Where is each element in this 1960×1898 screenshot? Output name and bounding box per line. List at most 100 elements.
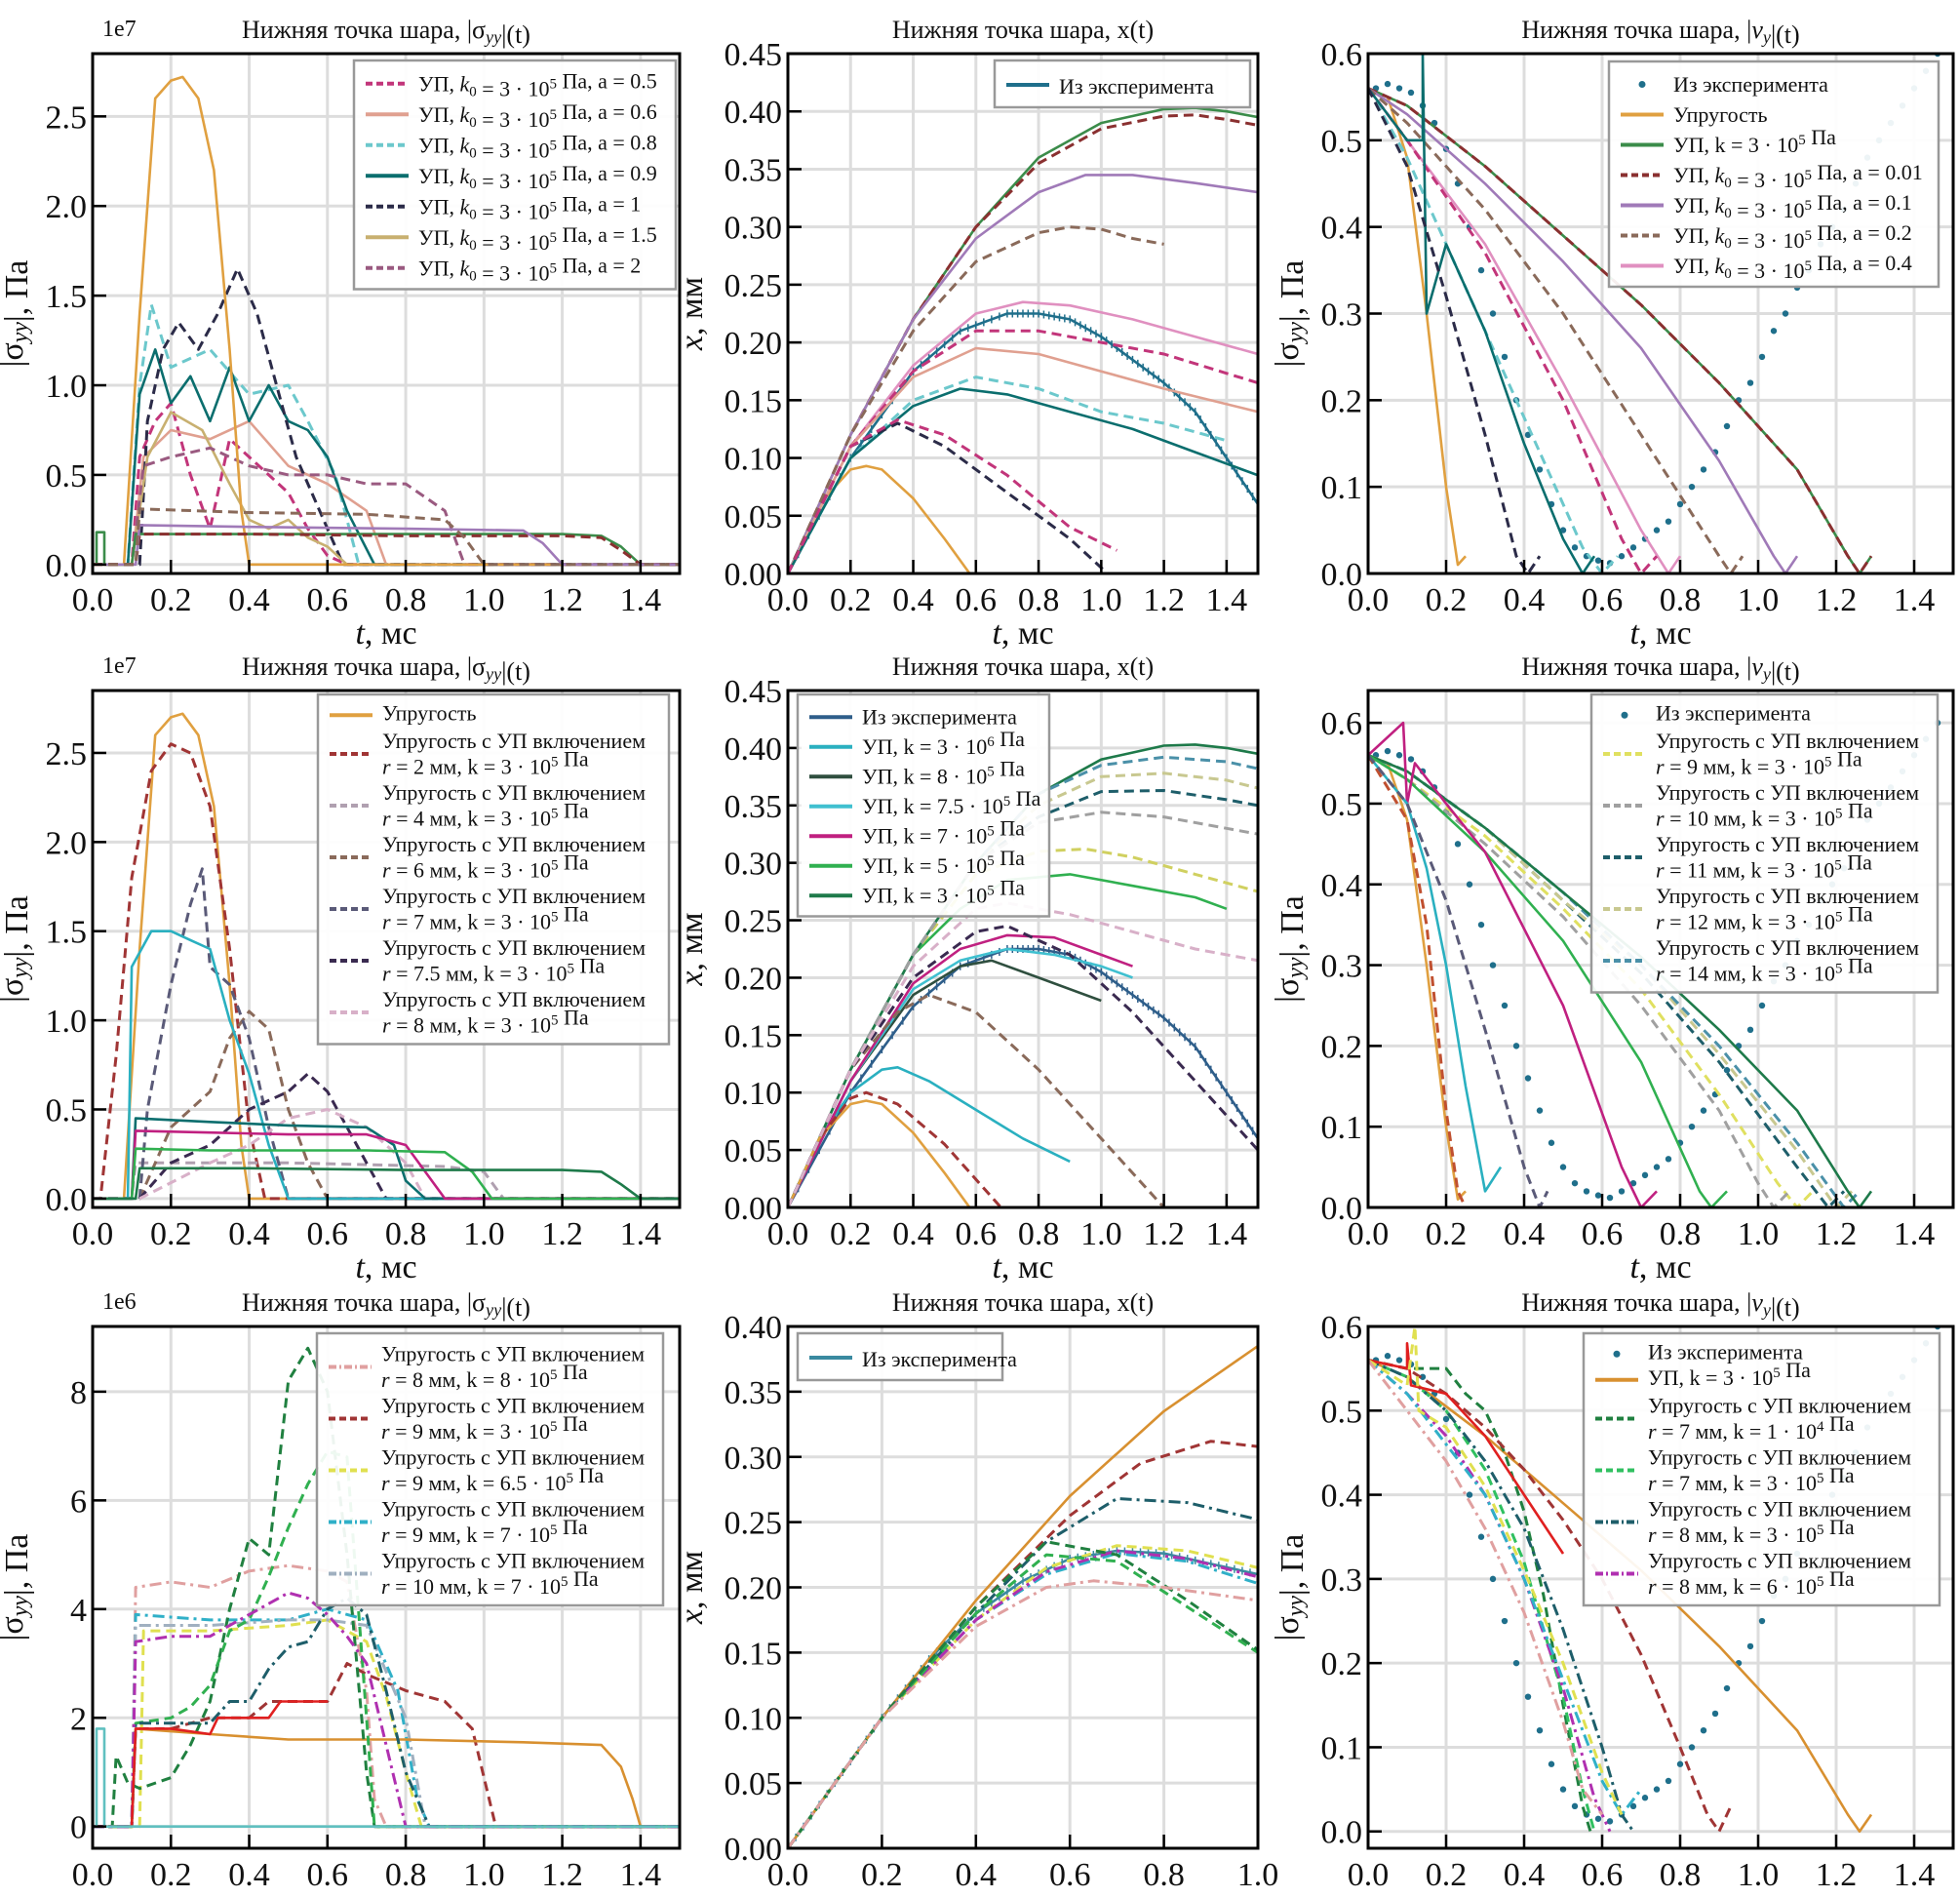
x-tick-label: 0.6 [1582, 1216, 1624, 1252]
legend-label-params: r = 7 мм, k = 1 · 104 Па [1648, 1411, 1855, 1443]
y-tick-label: 0.30 [725, 211, 783, 247]
x-tick-label: 0.0 [767, 1216, 809, 1252]
y-tick-label: 0.0 [1321, 1815, 1363, 1851]
y-axis-label: |σyy|, Па [0, 260, 35, 368]
data-point [1407, 756, 1415, 763]
legend-box [1582, 1331, 1941, 1607]
data-point [1723, 422, 1731, 430]
y-tick-label: 0.5 [46, 1092, 88, 1128]
y-tick-label: 0.5 [1321, 787, 1363, 823]
x-tick-label: 0.0 [72, 582, 114, 618]
legend-item: Упругость [1621, 102, 1768, 127]
x-tick-label: 0.8 [1143, 1857, 1185, 1893]
x-tick-label: 0.4 [956, 1857, 998, 1893]
data-point [1700, 1107, 1707, 1114]
series-line [93, 347, 680, 567]
legend-label: УП, k0 = 3 · 105 Па, a = 0.9 [418, 161, 657, 193]
series-line [788, 924, 1258, 1207]
chart-r1c3: 0.0 0.2 0.4 0.6 0.8 1.0 1.2 1.4 0.0 0.1 0.2 0.3 0.4 0… [1270, 16, 1955, 652]
data-point [1618, 553, 1626, 560]
chart-r3c3: 0.0 0.2 0.4 0.6 0.8 1.0 1.2 1.4 0.0 0.1 0.2 0.3 0.4 0… [1270, 1288, 1955, 1898]
legend-item: УП, k0 = 3 · 105 Па, a = 0.4 [1621, 251, 1912, 283]
series-line [788, 174, 1258, 573]
series-line [1368, 87, 1744, 573]
data-point [1395, 85, 1403, 92]
legend-item: УП, k0 = 3 · 105 Па, a = 0.2 [1621, 220, 1912, 253]
data-point [1524, 1693, 1532, 1700]
chart-r3c2: 0.0 0.2 0.4 0.6 0.8 1.0 0.00 0.05 0.10 0.15 0.20 0.… [674, 1288, 1278, 1898]
data-point [1571, 1802, 1579, 1810]
x-tick-label: 0.2 [1426, 582, 1468, 618]
data-point [1559, 1786, 1567, 1793]
x-tick-label: 1.4 [1894, 1216, 1936, 1252]
legend-label: УП, k0 = 3 · 105 Па, a = 1 [418, 192, 641, 224]
series-line [788, 811, 1258, 1207]
legend-item: УП, k = 3 · 105 Па [1621, 125, 1836, 157]
series-line [93, 742, 680, 1201]
data-point [1665, 518, 1672, 525]
x-tick-label: 1.2 [1143, 1216, 1185, 1252]
legend-item: УП, k0 = 3 · 105 Па, a = 1.5 [366, 222, 657, 255]
legend-item: УП, k0 = 3 · 105 Па, a = 0.01 [1621, 160, 1923, 192]
y-multiplier: 1e7 [102, 653, 137, 679]
data-point [1594, 1815, 1602, 1822]
axes-frame [786, 689, 1260, 1209]
y-multiplier: 1e7 [102, 17, 137, 42]
data-point [1384, 747, 1392, 755]
legend-item: Из эксперимента [1613, 1340, 1803, 1364]
x-tick-label: 0.6 [956, 582, 998, 618]
x-axis-label: t, мс [992, 615, 1053, 652]
y-tick-label: 1.5 [46, 915, 88, 951]
legend-label: Упругость [382, 701, 477, 726]
series-line [1368, 87, 1620, 573]
data-point [1501, 1617, 1509, 1625]
legend-label: Упругость с УП включением [1656, 780, 1919, 805]
series-line [788, 113, 1258, 573]
data-point [1618, 1188, 1626, 1195]
series-line [1368, 754, 1468, 1207]
data-point [1606, 1194, 1614, 1202]
x-tick-label: 1.2 [541, 1216, 583, 1252]
chart-title: Нижняя точка шара, |σyy|(t) [242, 16, 530, 49]
data-point [1688, 483, 1696, 491]
data-point [1559, 1164, 1567, 1170]
legend-item: УП, k0 = 3 · 105 Па, a = 2 [366, 254, 641, 286]
legend-item: Из эксперимента [809, 705, 1017, 730]
data-point [1524, 431, 1532, 439]
x-tick-label: 0.4 [892, 582, 934, 618]
legend-label: Упругость с УП включением [382, 884, 646, 908]
series-group [93, 712, 680, 1201]
series-line [93, 1563, 680, 1829]
series-group [788, 106, 1258, 573]
x-tick-label: 1.4 [1894, 1857, 1936, 1893]
y-tick-label: 0.2 [1321, 1029, 1363, 1065]
y-tick-label: 8 [70, 1375, 87, 1411]
x-tick-label: 1.2 [541, 582, 583, 618]
x-tick-label: 0.6 [307, 1857, 349, 1893]
legend-label: Упругость с УП включением [1648, 1445, 1911, 1470]
legend-item: УП, k = 7 · 105 Па [809, 816, 1025, 849]
legend-label: Из эксперимента [1059, 74, 1214, 99]
axes-frame [1366, 1325, 1955, 1850]
y-tick-label: 0.15 [725, 1636, 783, 1672]
x-tick-label: 0.4 [228, 582, 270, 618]
x-axis-label: t, мс [1629, 1249, 1691, 1285]
legend-item: УП, k = 7.5 · 105 Па [809, 786, 1041, 818]
data-point [1782, 310, 1789, 317]
legend-item: Из эксперимента [809, 1347, 1017, 1371]
x-tick-label: 0.8 [1660, 582, 1702, 618]
y-tick-label: 0.05 [725, 499, 783, 535]
x-tick-label: 0.2 [1426, 1216, 1468, 1252]
x-tick-label: 0.2 [1426, 1857, 1468, 1893]
series-line [1368, 1359, 1592, 1833]
legend-item: УП, k0 = 3 · 105 Па, a = 0.6 [366, 99, 657, 132]
y-tick-label: 0.3 [1321, 949, 1363, 985]
legend-item: УП, k = 8 · 105 Па [809, 757, 1025, 789]
x-axis-label: t, мс [1629, 1890, 1691, 1898]
data-point [1641, 1795, 1649, 1801]
